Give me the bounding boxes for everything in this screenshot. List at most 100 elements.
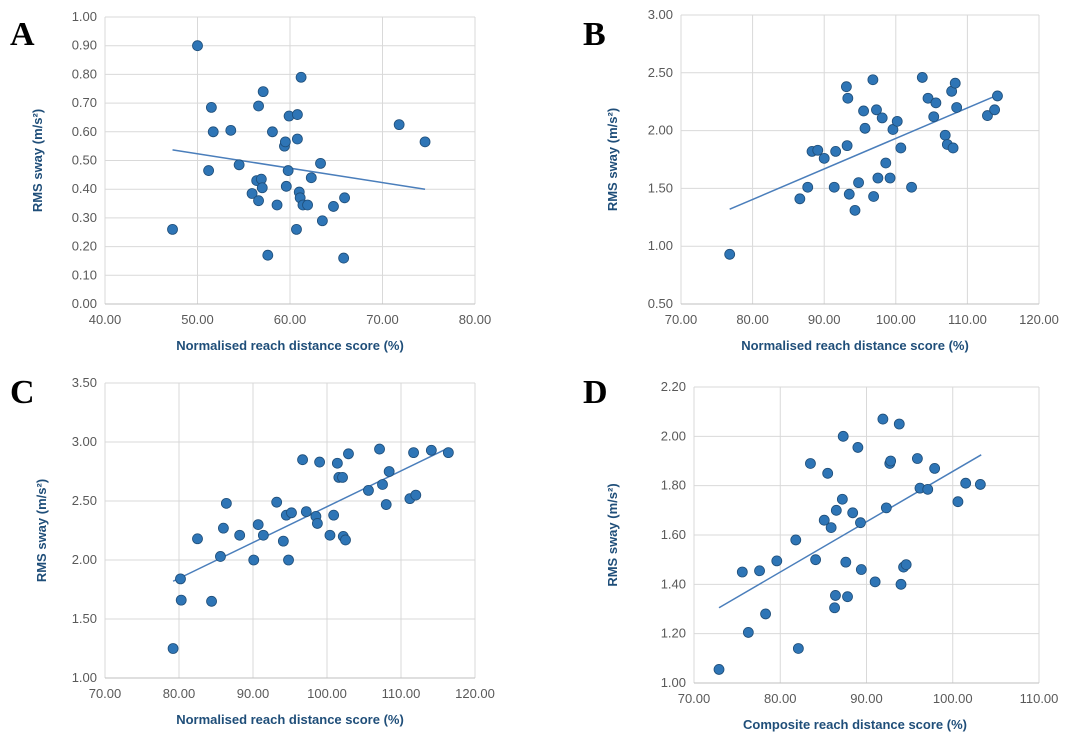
data-point [314, 456, 326, 468]
data-point [328, 509, 340, 521]
data-point [922, 92, 934, 104]
x-tick-label: 90.00 [808, 312, 841, 327]
data-point [760, 608, 771, 620]
data-point [841, 140, 853, 152]
data-point [175, 573, 186, 585]
x-tick-label: 90.00 [850, 691, 883, 706]
y-tick-label: 2.00 [661, 428, 686, 443]
data-point [337, 471, 348, 483]
x-tick-label: 80.00 [163, 686, 196, 701]
data-point [974, 479, 986, 490]
x-tick-label: 70.00 [89, 686, 122, 701]
data-point [311, 518, 323, 529]
data-point [754, 565, 765, 577]
y-tick-label: 2.20 [661, 379, 686, 394]
data-point [339, 192, 350, 204]
data-point [295, 71, 307, 83]
data-point [871, 104, 882, 116]
data-point [279, 136, 291, 148]
data-point [916, 72, 928, 83]
panel-letter-C: C [10, 374, 35, 411]
x-tick-label: 80.00 [764, 691, 797, 706]
data-point [175, 594, 187, 606]
data-point [217, 522, 229, 534]
y-tick-label: 1.00 [72, 670, 97, 685]
panel-letter-B: B [583, 16, 606, 53]
data-point [771, 555, 783, 567]
y-tick-label: 2.50 [648, 65, 673, 80]
data-point [207, 126, 219, 138]
data-point [876, 112, 888, 124]
data-point [840, 556, 852, 568]
data-point [989, 104, 1001, 116]
data-point [830, 146, 842, 157]
data-point [257, 529, 269, 541]
data-point [374, 443, 385, 455]
data-point [891, 115, 903, 127]
data-point [810, 554, 822, 566]
y-tick-label: 1.20 [661, 626, 686, 641]
data-point [234, 529, 246, 541]
data-point [830, 590, 841, 601]
x-tick-label: 60.00 [274, 312, 307, 327]
data-point [906, 181, 917, 193]
data-point [947, 142, 959, 154]
data-point [331, 457, 343, 469]
data-point [203, 165, 215, 176]
data-point [992, 90, 1003, 102]
data-point [843, 188, 855, 200]
data-point [859, 122, 871, 134]
data-point [167, 223, 178, 235]
data-point [316, 215, 328, 227]
data-point [867, 74, 879, 86]
data-point [853, 177, 864, 189]
y-tick-label: 0.10 [72, 267, 97, 282]
data-point [792, 643, 804, 654]
x-tick-label: 100.00 [933, 691, 973, 706]
data-point [849, 204, 861, 216]
data-point [724, 248, 736, 260]
y-tick-label: 0.20 [72, 239, 97, 254]
data-point [822, 467, 834, 479]
data-point [262, 249, 274, 261]
y-tick-label: 0.50 [648, 296, 673, 311]
data-point [246, 188, 258, 199]
data-point [952, 496, 964, 508]
data-point [225, 124, 237, 136]
data-point [836, 493, 848, 505]
y-tick-label: 2.00 [648, 123, 673, 138]
y-tick-label: 2.50 [72, 493, 97, 508]
data-point [895, 578, 907, 590]
data-point [812, 144, 824, 156]
data-point [895, 142, 907, 154]
x-tick-label: 40.00 [89, 312, 122, 327]
data-point [872, 172, 884, 184]
data-point [271, 496, 283, 508]
trendline [172, 149, 426, 190]
data-point [215, 551, 226, 562]
data-point [248, 554, 260, 566]
x-tick-label: 70.00 [678, 691, 711, 706]
data-point [929, 462, 941, 474]
data-point [419, 136, 431, 148]
x-tick-label: 70.00 [366, 312, 399, 327]
data-point [818, 152, 830, 164]
data-point [829, 602, 840, 614]
x-tick-label: 100.00 [307, 686, 347, 701]
data-point [818, 514, 830, 526]
data-point [951, 102, 963, 113]
x-tick-label: 120.00 [1019, 312, 1059, 327]
y-tick-label: 1.00 [661, 675, 686, 690]
x-axis-title: Normalised reach distance score (%) [741, 338, 969, 353]
y-tick-label: 2.00 [72, 552, 97, 567]
data-point [253, 100, 264, 112]
y-axis-title: RMS sway (m/s²) [34, 479, 49, 582]
data-point [825, 522, 837, 533]
data-point [297, 454, 308, 466]
panel-letter-D: D [583, 374, 608, 411]
data-point [794, 193, 806, 205]
data-point [982, 110, 993, 121]
x-axis-title: Composite reach distance score (%) [743, 717, 967, 732]
y-tick-label: 1.80 [661, 478, 686, 493]
